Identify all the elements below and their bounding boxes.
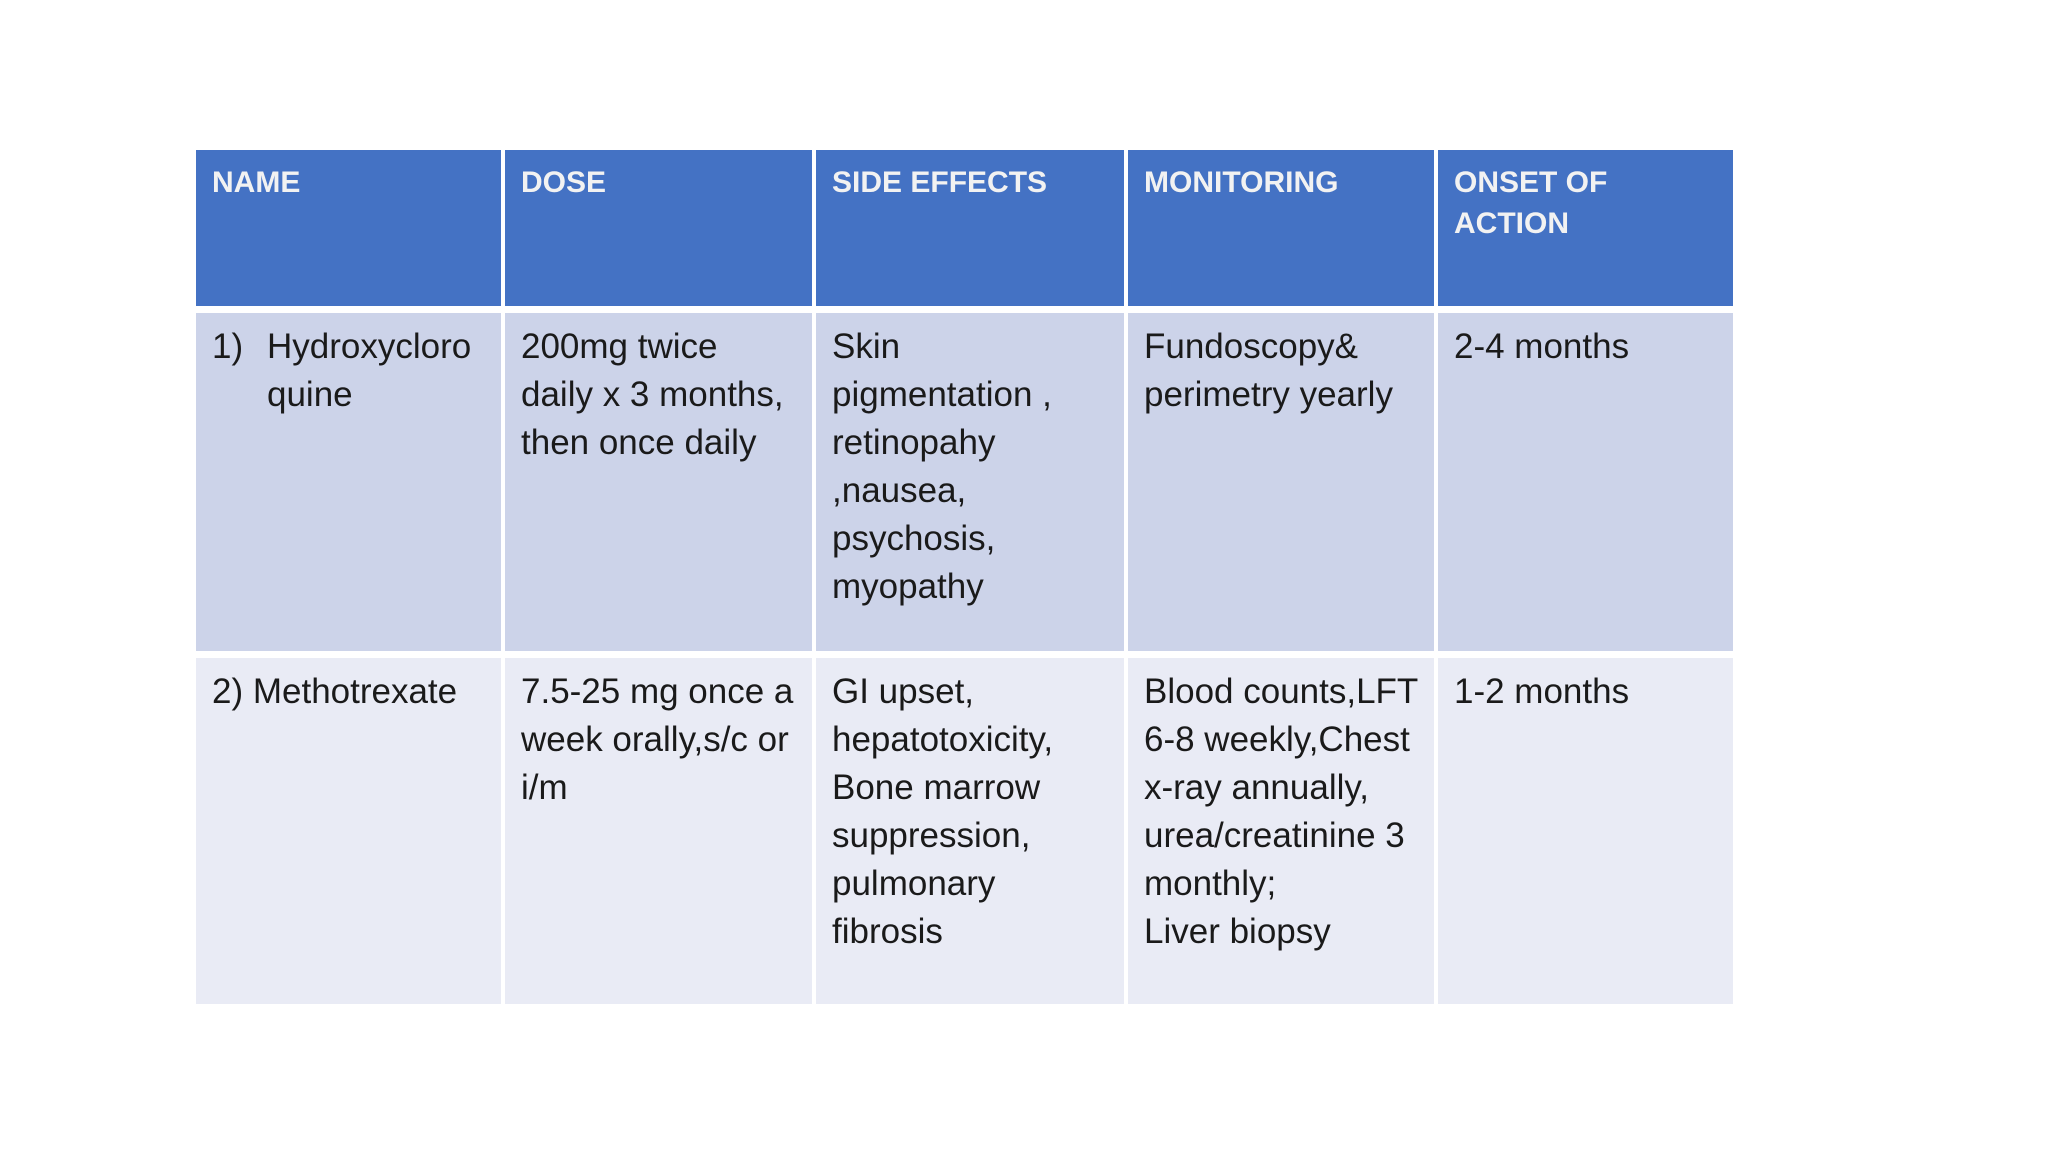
row2-side-effects-cell: GI upset, hepatotoxicity, Bone marrow su… xyxy=(816,658,1124,1004)
header-cell-name: NAME xyxy=(196,150,501,306)
row2-dose-cell: 7.5-25 mg once a week orally,s/c or i/m xyxy=(505,658,812,1004)
row1-side-effects-cell: Skin pigmentation , retinopahy ,nausea, … xyxy=(816,313,1124,651)
header-cell-side-effects: SIDE EFFECTS xyxy=(816,150,1124,306)
row1-monitoring-cell: Fundoscopy& perimetry yearly xyxy=(1128,313,1434,651)
row1-name-cell: 1) Hydroxycloro quine xyxy=(196,313,501,651)
row1-drug-name: Hydroxycloro quine xyxy=(267,327,472,414)
header-cell-onset-of-action: ONSET OF ACTION xyxy=(1438,150,1733,306)
row2-name-cell: 2) Methotrexate xyxy=(196,658,501,1004)
row1-dose-cell: 200mg twice daily x 3 months, then once … xyxy=(505,313,812,651)
row1-onset-cell: 2-4 months xyxy=(1438,313,1733,651)
row2-onset-cell: 1-2 months xyxy=(1438,658,1733,1004)
dmard-table: NAME DOSE SIDE EFFECTS MONITORING ONSET … xyxy=(196,150,1733,1004)
row2-monitoring-cell: Blood counts,LFT 6-8 weekly,Chest x-ray … xyxy=(1128,658,1434,1004)
header-cell-monitoring: MONITORING xyxy=(1128,150,1434,306)
row1-list-number: 1) xyxy=(212,327,244,366)
header-cell-dose: DOSE xyxy=(505,150,812,306)
